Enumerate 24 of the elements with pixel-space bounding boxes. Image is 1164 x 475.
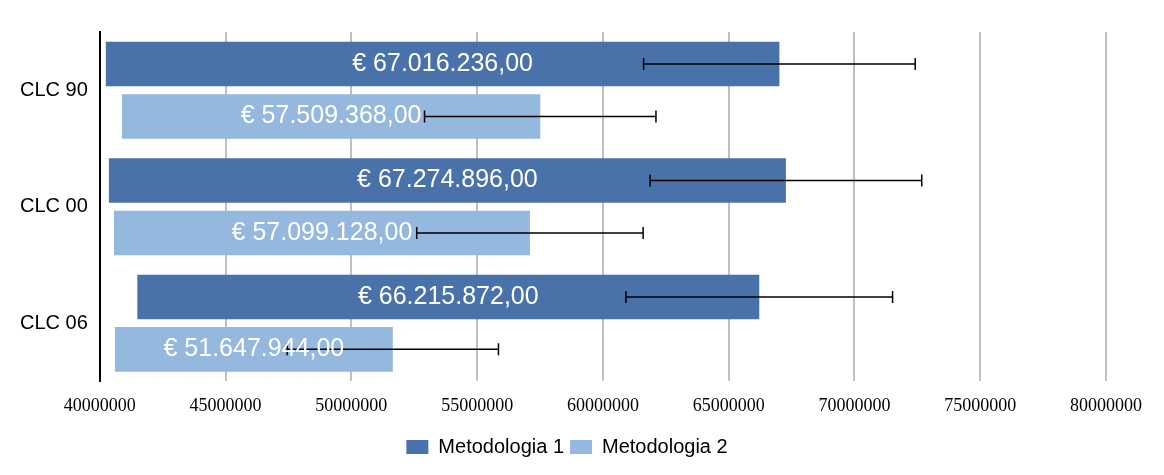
bar	[121, 94, 541, 139]
x-tick-label: 65000000	[692, 394, 765, 415]
y-tick-label: CLC 90	[20, 77, 88, 100]
x-tick-label: 45000000	[189, 394, 262, 415]
y-tick-label: CLC 00	[20, 194, 88, 217]
x-tick-label: 80000000	[1070, 394, 1142, 415]
x-tick-label: 75000000	[944, 394, 1017, 415]
x-tick-label: 40000000	[63, 394, 136, 415]
bar	[137, 274, 760, 320]
x-tick-label: 50000000	[315, 394, 388, 415]
data-label: € 66.215.872,00	[357, 280, 539, 309]
bar	[113, 210, 530, 256]
legend-label: Metodologia 2	[602, 434, 728, 457]
data-label: € 57.509.368,00	[240, 100, 422, 129]
legend-label: Metodologia 1	[438, 434, 565, 457]
bar	[108, 158, 786, 203]
x-tick-label: 55000000	[441, 394, 514, 415]
data-label: € 67.016.236,00	[352, 47, 533, 76]
x-tick-label: 60000000	[566, 394, 639, 415]
data-label: € 67.274.896,00	[357, 164, 538, 193]
bar	[105, 41, 780, 87]
y-tick-label: CLC 06	[20, 310, 88, 333]
x-tick-label: 70000000	[818, 394, 891, 415]
data-label: € 57.099.128,00	[231, 216, 413, 245]
